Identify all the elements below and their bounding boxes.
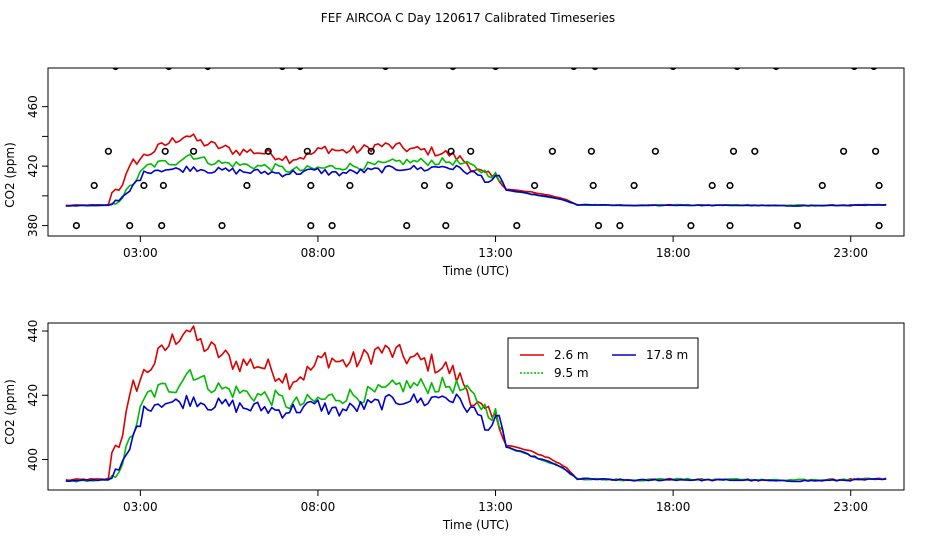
calibration-point: [726, 181, 734, 190]
calibration-point: [616, 222, 624, 230]
x-axis-label: Time (UTC): [442, 518, 509, 532]
calibration-point: [307, 181, 315, 190]
series-group: [65, 325, 887, 483]
calibration-point: [793, 222, 802, 230]
calibration-point: [594, 222, 603, 230]
calibration-point: [548, 147, 557, 155]
x-tick-label: 03:00: [123, 500, 158, 514]
y-tick-label: 380: [26, 214, 40, 237]
calibration-point: [870, 68, 878, 71]
calibration-point: [346, 181, 354, 190]
calibration-point: [591, 68, 599, 71]
x-tick-label: 18:00: [656, 246, 691, 260]
bottom-panel: 03:00 08:00 13:00 18:00 23:00 Time (UTC) 400 42…: [3, 320, 905, 532]
calibration-point: [447, 147, 455, 155]
calibration-point: [818, 181, 826, 190]
figure-title: FEF AIRCOA C Day 120617 Calibrated Times…: [321, 11, 615, 25]
x-axis-label: Time (UTC): [442, 264, 509, 278]
calibration-point: [420, 181, 429, 190]
series-group: [65, 68, 887, 230]
calibration-point: [751, 147, 759, 155]
calibration-point: [403, 222, 411, 230]
x-tick-label: 23:00: [833, 500, 868, 514]
calibration-point: [296, 68, 304, 71]
calibration-point: [367, 147, 375, 155]
top-panel: 03:00 08:00 13:00 18:00 23:00 Time (UTC) 380 42…: [3, 67, 905, 278]
calibration-point: [190, 147, 198, 155]
x-tick-label: 13:00: [478, 500, 513, 514]
y-tick-label: 460: [26, 95, 40, 118]
y-tick-label: 420: [26, 155, 40, 178]
calibration-point: [204, 68, 212, 71]
calibration-point: [513, 222, 521, 230]
x-tick-label: 08:00: [301, 246, 336, 260]
calibration-point: [264, 147, 272, 155]
legend-box: [507, 337, 699, 389]
calibration-point: [104, 147, 112, 155]
calibration-point: [303, 147, 311, 155]
calibration-point: [708, 181, 716, 190]
y-tick-label: 440: [26, 320, 40, 343]
calibration-point: [589, 181, 597, 190]
calibration-point: [733, 68, 741, 71]
calibration-point: [328, 222, 336, 230]
calibration-point: [467, 147, 475, 155]
series-line-9-5-m: [65, 153, 887, 207]
calibration-point: [669, 68, 677, 71]
x-tick-label: 08:00: [301, 500, 336, 514]
legend-label: 17.8 m: [646, 348, 688, 362]
calibration-point: [772, 68, 780, 71]
calibration-point: [630, 181, 638, 190]
calibration-point: [729, 147, 738, 155]
plot-frame: [47, 67, 905, 237]
calibration-point: [449, 68, 457, 71]
calibration-point: [158, 222, 166, 230]
calibration-point: [165, 68, 173, 71]
calibration-point: [839, 147, 848, 155]
calibration-point: [307, 222, 315, 230]
y-axis-label: CO2 (ppm): [3, 142, 17, 208]
calibration-point: [530, 181, 539, 190]
calibration-point: [851, 68, 858, 71]
calibration-point: [871, 147, 880, 155]
calibration-point: [875, 181, 883, 190]
calibration-point: [161, 147, 169, 155]
calibration-point: [90, 181, 98, 190]
calibration-point: [159, 181, 167, 190]
calibration-point: [587, 147, 596, 155]
y-tick-label: 420: [26, 384, 40, 407]
series-line-9-5-m: [65, 368, 887, 483]
calibration-point: [112, 68, 119, 71]
calibration-point: [570, 68, 577, 71]
legend: 2.6 m 9.5 m 17.8 m: [507, 337, 699, 389]
calibration-point: [279, 68, 286, 71]
calibration-point: [442, 222, 450, 230]
series-line-17-8-m: [65, 164, 887, 207]
calibration-point: [140, 181, 148, 190]
calibration-point: [126, 222, 134, 230]
legend-label: 2.6 m: [554, 348, 589, 362]
calibration-point: [726, 222, 734, 230]
calibration-point: [687, 222, 695, 230]
x-tick-label: 03:00: [123, 246, 158, 260]
calibration-point: [875, 222, 883, 230]
calibration-point: [243, 181, 251, 190]
x-tick-label: 18:00: [656, 500, 691, 514]
calibration-point: [72, 222, 80, 230]
series-line-17-8-m: [65, 393, 887, 483]
y-axis-label: CO2 (ppm): [3, 379, 17, 445]
y-tick-label: 400: [26, 448, 40, 471]
calibration-point: [382, 68, 389, 71]
plot-frame: [47, 322, 905, 491]
calibration-point: [651, 147, 660, 155]
legend-label: 9.5 m: [554, 366, 589, 380]
calibration-point: [492, 68, 499, 71]
x-tick-label: 23:00: [833, 246, 868, 260]
x-tick-label: 13:00: [478, 246, 513, 260]
calibration-point: [445, 181, 454, 190]
calibration-point: [218, 222, 226, 230]
